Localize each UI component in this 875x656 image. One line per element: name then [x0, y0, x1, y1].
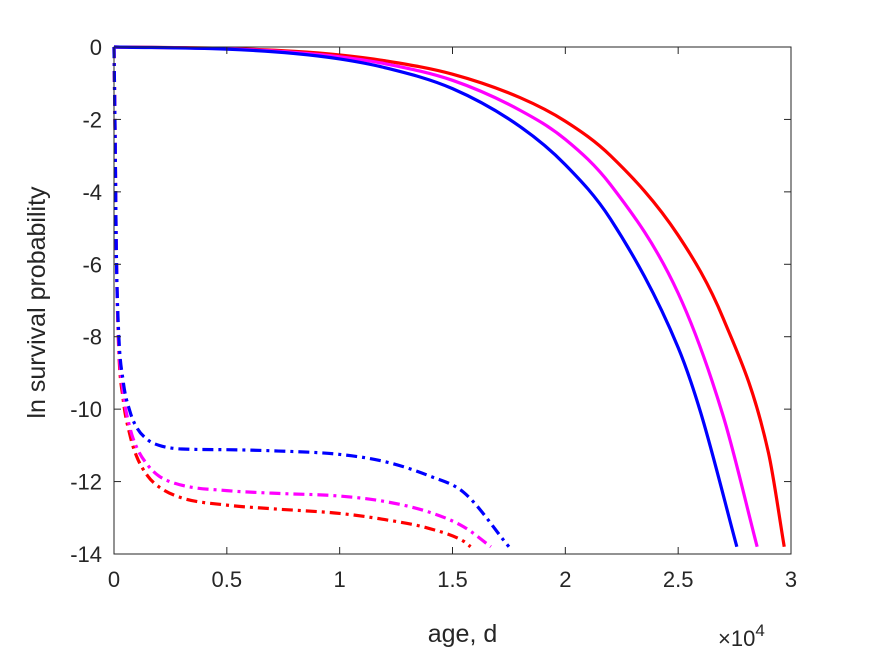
- y-axis-ticks: 0 -2 -4 -6 -8 -10 -12 -14: [70, 35, 791, 567]
- y-tick-label: 0: [90, 35, 102, 60]
- y-tick-label: -8: [82, 325, 102, 350]
- series-line-dashdot-6: [112, 46, 511, 548]
- y-tick-label: -6: [82, 252, 102, 277]
- x-axis-exponent-power: 4: [755, 621, 764, 640]
- x-tick-label: 3: [785, 567, 797, 592]
- x-tick-label: 1: [334, 567, 346, 592]
- x-axis-exponent: ×104: [718, 621, 765, 651]
- y-tick-label: -12: [70, 470, 102, 495]
- x-tick-label: 0: [108, 567, 120, 592]
- x-tick-label: 1.5: [437, 567, 468, 592]
- x-tick-label: 2: [559, 567, 571, 592]
- y-tick-label: -14: [70, 542, 102, 567]
- y-tick-label: -4: [82, 180, 102, 205]
- x-tick-label: 0.5: [212, 567, 243, 592]
- x-axis-label: age, d: [428, 620, 498, 648]
- plot-area: [112, 45, 792, 555]
- plot-frame: [113, 46, 792, 555]
- x-tick-label: 2.5: [663, 567, 694, 592]
- series-layer: [112, 45, 786, 549]
- x-axis-exponent-base: ×10: [718, 626, 755, 651]
- y-axis-label: ln survival probability: [23, 186, 51, 419]
- series-line-solid-3: [113, 45, 739, 548]
- y-tick-label: -2: [82, 107, 102, 132]
- x-axis-ticks: 0 0.5 1 1.5 2 2.5 3: [108, 47, 797, 592]
- y-tick-label: -10: [70, 397, 102, 422]
